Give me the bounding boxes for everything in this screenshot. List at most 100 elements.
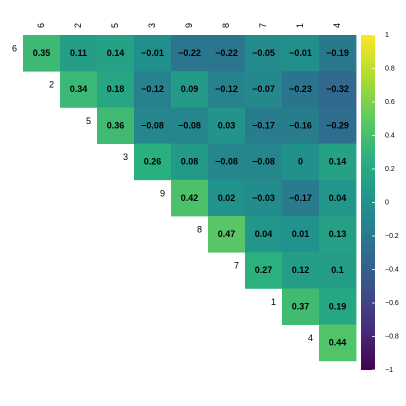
cell-value-label: 0.04: [329, 193, 347, 203]
heatmap-cell: [171, 107, 209, 144]
heatmap-cell: [208, 179, 246, 217]
cell-value-label: 0.27: [255, 265, 273, 275]
cell-value-label: −0.12: [215, 84, 238, 94]
colorbar-ticks: 1 0.8 0.6 0.4 0.2 0 −0.2 −0.4 −0.6 −0.8 −1: [372, 32, 399, 374]
cell-value-label: 0.36: [107, 120, 125, 130]
cell-value-label: 0.02: [218, 193, 236, 203]
cell-value-label: −0.01: [289, 48, 312, 58]
row-label-6: 6: [12, 43, 17, 53]
cell-value-label: 0.04: [255, 229, 273, 239]
colorbar-tick-label: 0.6: [385, 99, 395, 106]
heatmap-cell: [319, 107, 357, 144]
heatmap-cell: [319, 252, 357, 289]
column-labels: 6 2 5 3 9 8 7 1 4: [36, 23, 342, 28]
cell-value-label: 0.11: [70, 48, 87, 58]
cell-value-label: −0.08: [141, 120, 164, 130]
row-labels: 6 2 5 3 9 8 7 1 4: [12, 43, 313, 343]
heatmap-cell: [208, 216, 246, 253]
cell-value-label: 0.09: [181, 84, 199, 94]
cell-value-label: 0.37: [292, 301, 310, 311]
heatmap-cell: [23, 35, 61, 72]
cell-value-label: 0.18: [107, 84, 125, 94]
cell-value-label: 0.35: [33, 48, 51, 58]
heatmap-cell: [245, 107, 283, 144]
heatmap-cell: [319, 216, 357, 253]
heatmap-cell: [245, 252, 283, 289]
colorbar-tick-label: −0.2: [385, 233, 399, 240]
heatmap-cell: [171, 71, 209, 108]
cell-value-label: 0.26: [144, 157, 162, 167]
cell-value-label: −0.01: [141, 48, 164, 58]
cell-value-label: 0.13: [329, 229, 347, 239]
cell-value-label: −0.07: [252, 84, 275, 94]
column-label-6: 6: [36, 23, 46, 28]
heatmap-cell: [134, 71, 172, 108]
cell-value-label: −0.17: [252, 120, 275, 130]
cell-value-label: −0.29: [326, 120, 349, 130]
heatmap-cell: [208, 143, 246, 181]
heatmap-cell: [282, 216, 320, 253]
cell-value-label: −0.19: [326, 48, 349, 58]
heatmap-cell: [208, 107, 246, 144]
cell-value-label: −0.22: [178, 48, 201, 58]
cell-value-label: 0.14: [329, 157, 347, 167]
heatmap-cell: [245, 71, 283, 108]
cell-value-label: 0.42: [181, 193, 199, 203]
cell-value-label: −0.12: [141, 84, 164, 94]
heatmap-cell: [319, 71, 357, 108]
cell-value-label: 0.19: [329, 301, 347, 311]
column-label-8: 8: [221, 23, 231, 28]
cell-value-label: 0.47: [218, 229, 236, 239]
heatmap-cell: [60, 71, 98, 108]
cell-value-label: −0.05: [252, 48, 275, 58]
heatmap-cell: [97, 107, 135, 144]
cell-value-label: −0.08: [252, 157, 275, 167]
heatmap-cell: [319, 35, 357, 72]
column-label-4: 4: [332, 23, 342, 28]
cell-value-label: −0.17: [289, 193, 312, 203]
cell-value-label: 0.12: [292, 265, 310, 275]
column-label-5: 5: [110, 23, 120, 28]
heatmap-cell: [282, 143, 320, 181]
cell-value-label: −0.32: [326, 84, 349, 94]
heatmap-cell: [134, 35, 172, 72]
colorbar-tick-label: 0.4: [385, 132, 395, 139]
cell-value-label: 0.03: [218, 120, 236, 130]
heatmap-cell: [282, 252, 320, 289]
heatmap-cell: [171, 179, 209, 217]
colorbar-legend: 1 0.8 0.6 0.4 0.2 0 −0.2 −0.4 −0.6 −0.8 −1: [361, 32, 399, 374]
colorbar-gradient: [361, 35, 375, 370]
heatmap-cell: [282, 71, 320, 108]
heatmap-cell: [60, 35, 98, 72]
heatmap-cell: [97, 35, 135, 72]
colorbar-tick-label: 1: [385, 32, 389, 39]
row-label-4: 4: [308, 333, 313, 343]
heatmap-cell: [134, 143, 172, 181]
heatmap-cell: [208, 71, 246, 108]
cell-value-label: 0.01: [292, 229, 310, 239]
row-label-1: 1: [271, 297, 276, 307]
heatmap-cell: [282, 179, 320, 217]
cell-value-label: 0.14: [107, 48, 125, 58]
cell-value-label: −0.23: [289, 84, 312, 94]
row-label-7: 7: [234, 261, 239, 271]
heatmap-cell: [319, 288, 357, 325]
row-label-8: 8: [197, 224, 202, 234]
heatmap-cell: [319, 179, 357, 217]
heatmap-cell: [245, 35, 283, 72]
cell-value-label: 0.44: [329, 338, 347, 348]
column-label-7: 7: [258, 23, 268, 28]
heatmap-cell: [171, 143, 209, 181]
heatmap-cell: [171, 35, 209, 72]
column-label-1: 1: [295, 23, 305, 28]
cell-value-label: −0.08: [215, 157, 238, 167]
colorbar-tick-label: 0.2: [385, 166, 395, 173]
colorbar-tick-label: −0.6: [385, 300, 399, 307]
row-label-3: 3: [123, 152, 128, 162]
cell-value-label: 0: [298, 157, 303, 167]
cell-value-label: −0.08: [178, 120, 201, 130]
heatmap-cell: [319, 324, 357, 362]
heatmap-cell: [319, 143, 357, 181]
cell-value-label: 0.34: [70, 84, 88, 94]
